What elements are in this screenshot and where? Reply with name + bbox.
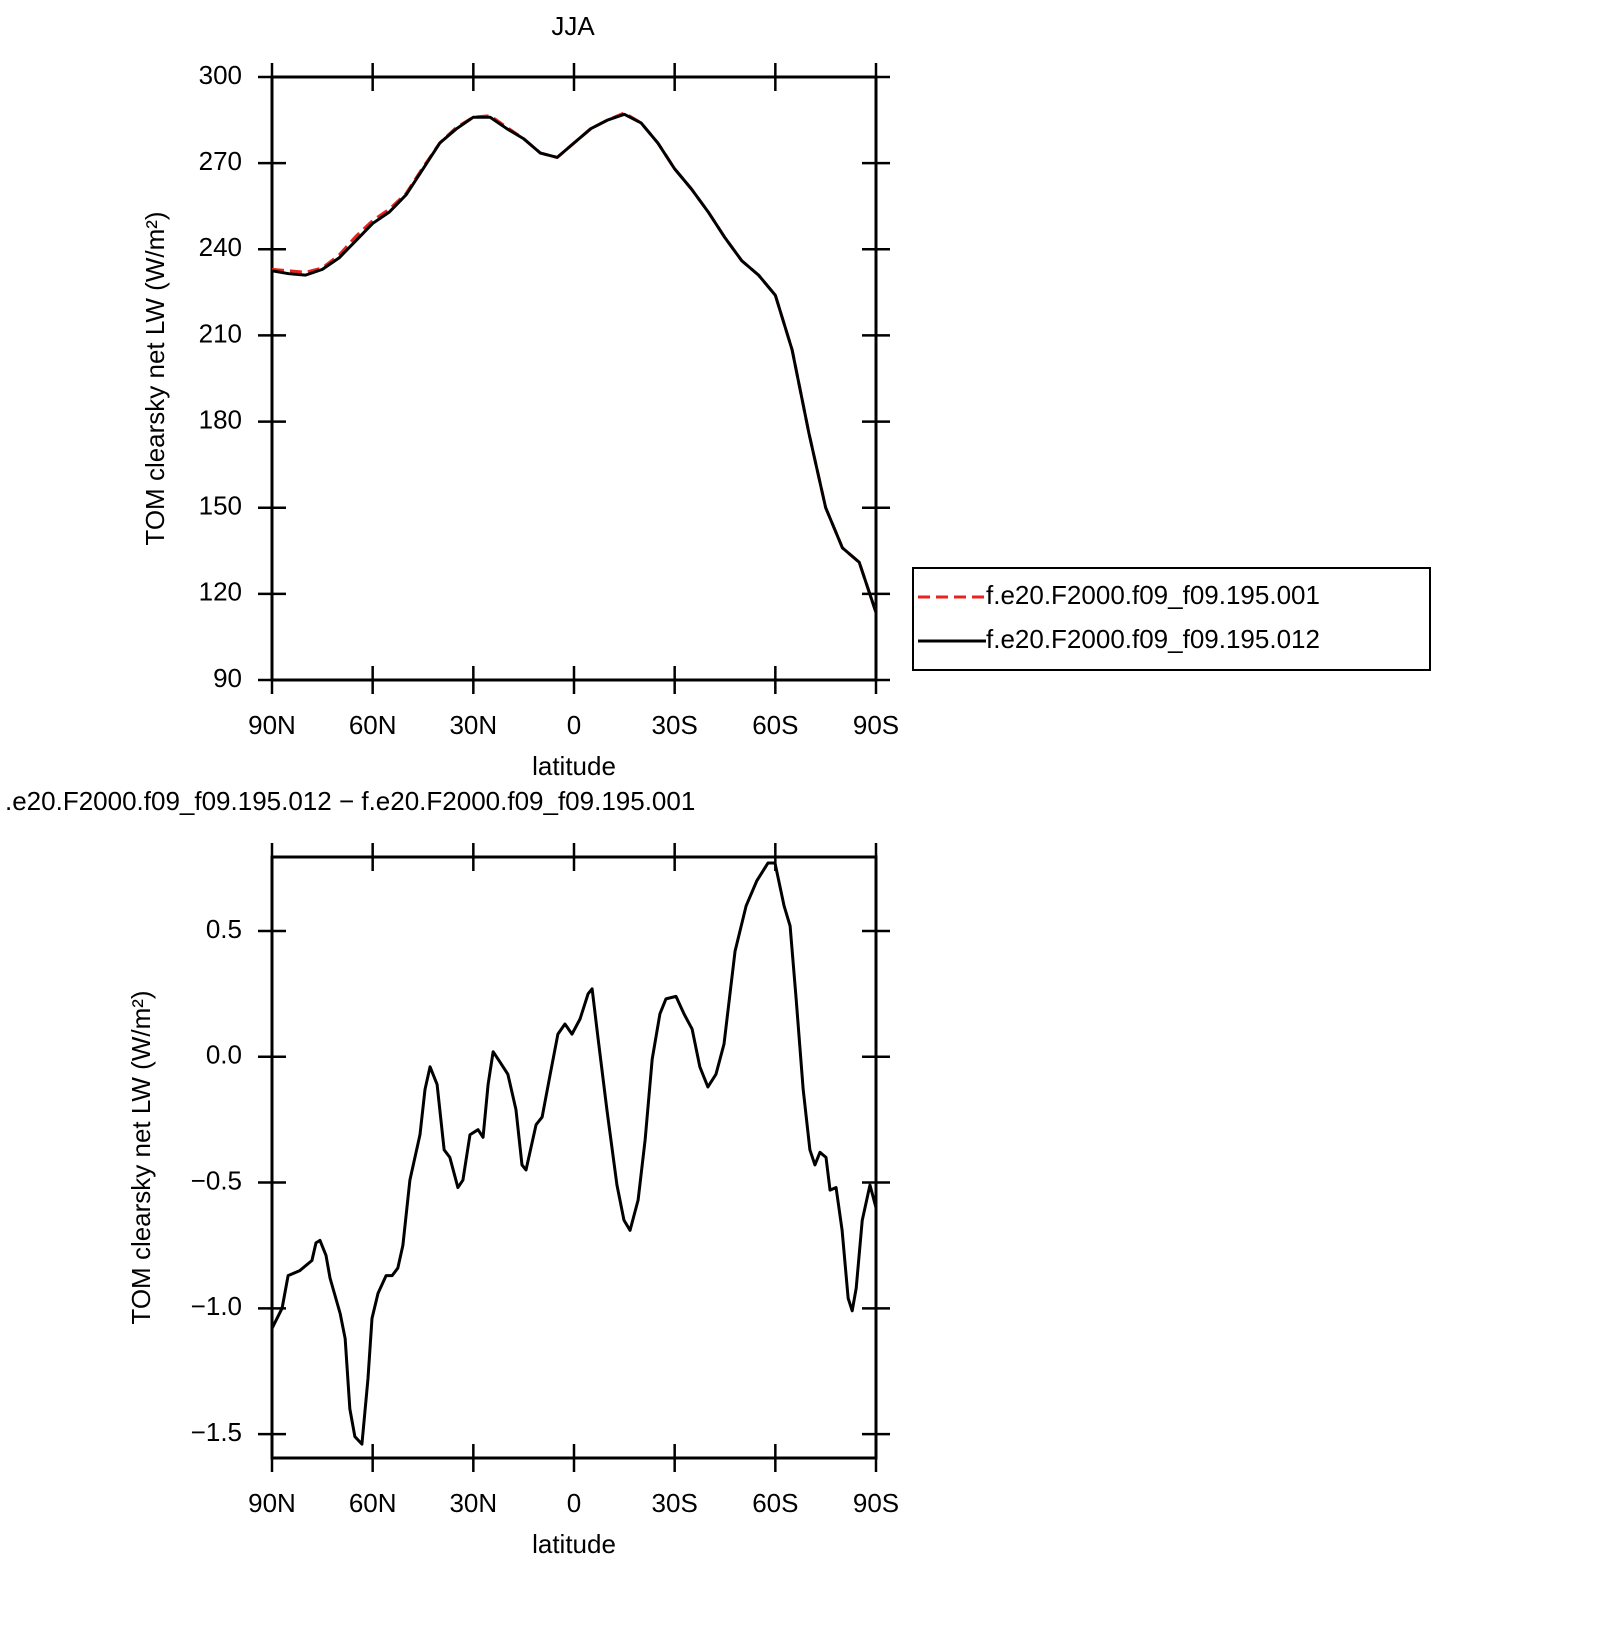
x-tick-label: 90N — [248, 710, 296, 740]
x-axis-label: latitude — [532, 1529, 616, 1559]
y-tick-label: 150 — [199, 491, 242, 521]
y-tick-label: 0.5 — [206, 914, 242, 944]
data-line — [270, 861, 878, 1446]
y-tick-label: 180 — [199, 404, 242, 434]
y-tick-label: −1.5 — [191, 1417, 242, 1447]
x-tick-label: 90S — [853, 710, 899, 740]
x-tick-label: 30N — [449, 1488, 497, 1518]
y-axis-label: TOM clearsky net LW (W/m²) — [126, 990, 156, 1324]
y-tick-label: 300 — [199, 60, 242, 90]
plot-frame — [270, 855, 878, 1460]
y-tick-label: 120 — [199, 577, 242, 607]
x-tick-label: 60S — [752, 710, 798, 740]
chart-title: .e20.F2000.f09_f09.195.012 − f.e20.F2000… — [5, 786, 695, 816]
y-axis-label: TOM clearsky net LW (W/m²) — [140, 211, 170, 545]
x-tick-label: 60S — [752, 1488, 798, 1518]
y-tick-label: 210 — [199, 318, 242, 348]
data-line — [271, 111, 878, 613]
legend-label: f.e20.F2000.f09_f09.195.001 — [986, 580, 1320, 610]
y-tick-label: 0.0 — [206, 1040, 242, 1070]
x-tick-label: 0 — [567, 1488, 581, 1518]
x-tick-label: 60N — [349, 1488, 397, 1518]
y-tick-label: 90 — [213, 663, 242, 693]
x-axis-label: latitude — [532, 751, 616, 781]
y-tick-label: −1.0 — [191, 1291, 242, 1321]
y-tick-label: 240 — [199, 232, 242, 262]
x-tick-label: 30N — [449, 710, 497, 740]
legend-box — [912, 567, 1431, 671]
x-tick-label: 30S — [652, 1488, 698, 1518]
plot-frame — [270, 75, 878, 682]
y-tick-label: 270 — [199, 146, 242, 176]
x-tick-label: 60N — [349, 710, 397, 740]
x-tick-label: 90S — [853, 1488, 899, 1518]
chart-title: JJA — [551, 11, 595, 41]
y-tick-label: −0.5 — [191, 1165, 242, 1195]
legend-label: f.e20.F2000.f09_f09.195.012 — [986, 624, 1320, 654]
data-line — [271, 112, 878, 613]
x-tick-label: 90N — [248, 1488, 296, 1518]
x-tick-label: 30S — [652, 710, 698, 740]
x-tick-label: 0 — [567, 710, 581, 740]
